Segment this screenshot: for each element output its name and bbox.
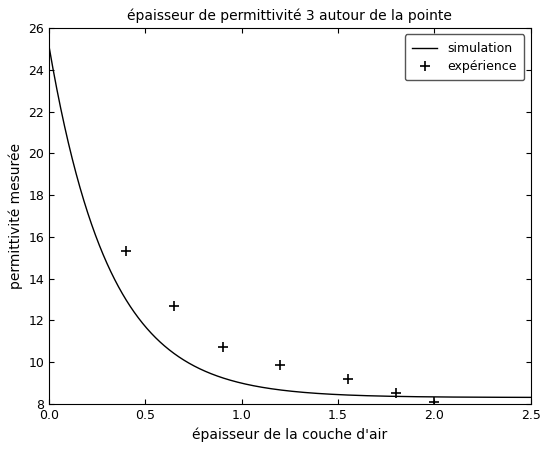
simulation (95, 240, 102, 245)
expérience (344, 376, 351, 382)
simulation (422, 394, 428, 400)
Line: simulation: simulation (49, 47, 531, 397)
simulation (240, 381, 247, 387)
simulation (46, 44, 52, 50)
expérience (123, 249, 130, 254)
simulation (528, 395, 534, 400)
expérience (171, 303, 178, 308)
expérience (431, 399, 438, 405)
Line: expérience: expérience (121, 247, 439, 406)
expérience (393, 391, 399, 396)
simulation (430, 394, 436, 400)
simulation (377, 393, 383, 399)
Legend: simulation, expérience: simulation, expérience (405, 34, 524, 81)
expérience (277, 362, 284, 368)
Title: épaisseur de permittivité 3 autour de la pointe: épaisseur de permittivité 3 autour de la… (127, 9, 452, 23)
X-axis label: épaisseur de la couche d'air: épaisseur de la couche d'air (192, 427, 388, 441)
simulation (258, 384, 265, 390)
expérience (219, 345, 226, 350)
Y-axis label: permittivité mesurée: permittivité mesurée (8, 143, 23, 289)
